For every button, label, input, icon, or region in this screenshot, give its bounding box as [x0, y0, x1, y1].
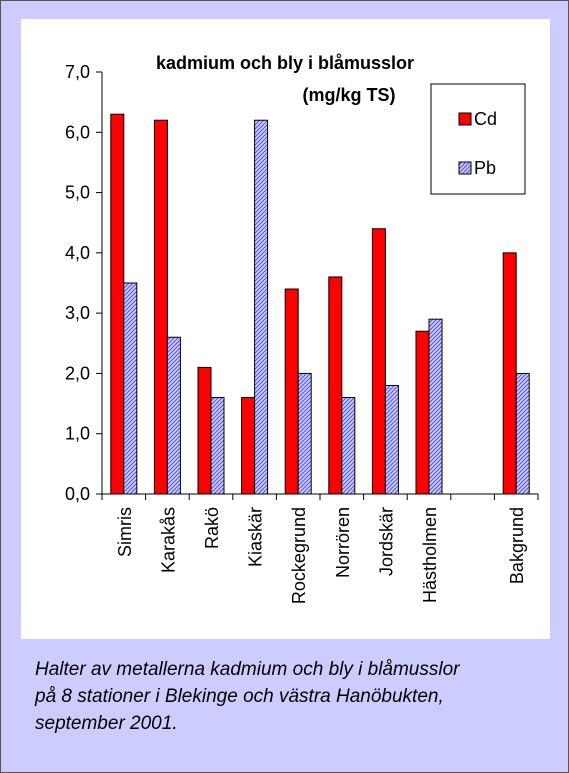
bar-pb — [123, 282, 138, 495]
chart-legend: Cd Pb — [430, 83, 526, 195]
bar-pb — [384, 384, 399, 495]
x-tick-label: Rakö — [202, 507, 222, 549]
bar-cd — [241, 397, 256, 495]
x-tick-label: Kiaskär — [246, 507, 266, 567]
chart-panel: 0,0 1,0 2,0 3,0 4,0 5,0 6,0 7,0 Simris Karakås Rak… — [21, 19, 550, 639]
bar-cd — [284, 288, 299, 495]
bar-pb — [297, 372, 312, 495]
bar-pb — [428, 318, 443, 495]
bar-cd — [328, 276, 343, 495]
legend-swatch-pb — [458, 161, 472, 175]
bar-chart: 0,0 1,0 2,0 3,0 4,0 5,0 6,0 7,0 Simris Karakås Rak… — [65, 53, 539, 604]
y-tick-label: 1,0 — [65, 424, 90, 444]
bar-cd — [502, 252, 517, 495]
bar-cd — [110, 113, 125, 495]
legend-box — [430, 83, 526, 195]
chart-title: kadmium och bly i blåmusslor — [156, 53, 414, 73]
bar-cd — [371, 228, 386, 495]
x-tick-label: Rockegrund — [289, 507, 309, 604]
y-tick-label: 6,0 — [65, 122, 90, 142]
bar-pb — [341, 397, 356, 495]
legend-label-pb: Pb — [474, 158, 496, 178]
y-tick-label: 3,0 — [65, 303, 90, 323]
legend-swatch-cd — [458, 112, 472, 126]
bar-cd — [153, 119, 168, 495]
x-tick-label: Norrören — [333, 507, 353, 578]
y-tick-label: 2,0 — [65, 363, 90, 383]
x-tick-label: Simris — [115, 507, 135, 557]
bar-cd — [415, 330, 430, 495]
bar-pb — [210, 397, 225, 495]
bar-cd — [197, 366, 212, 495]
figure-caption: Halter av metallerna kadmium och bly i b… — [35, 659, 460, 734]
legend-label-cd: Cd — [474, 109, 497, 129]
x-tick-label: Hästholmen — [420, 507, 440, 603]
y-tick-label: 4,0 — [65, 243, 90, 263]
y-tick-label: 7,0 — [65, 62, 90, 82]
x-tick-label: Bakgrund — [507, 507, 527, 584]
y-tick-label: 0,0 — [65, 484, 90, 504]
bar-pb — [515, 372, 530, 495]
y-tick-label: 5,0 — [65, 183, 90, 203]
x-tick-label: Jordskär — [376, 507, 396, 576]
chart-subtitle: (mg/kg TS) — [303, 85, 396, 105]
x-tick-label: Karakås — [158, 507, 178, 573]
bar-pb — [166, 336, 181, 495]
bar-pb — [254, 119, 269, 495]
